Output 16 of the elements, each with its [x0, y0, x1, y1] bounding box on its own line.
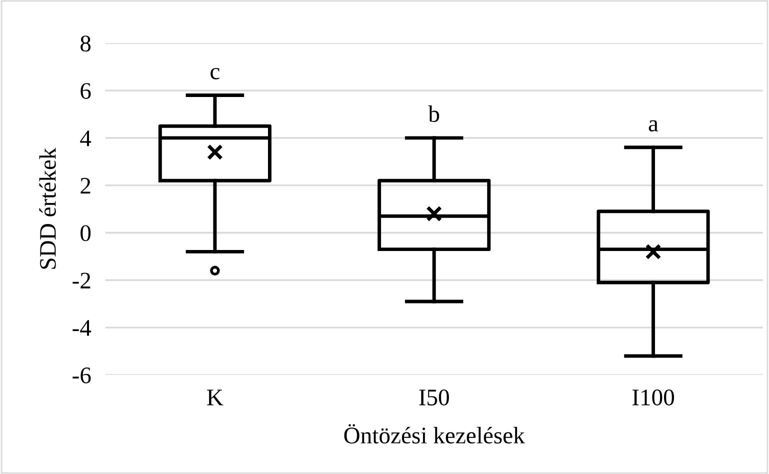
y-tick-label: 4 — [80, 130, 92, 146]
annotation: a — [648, 120, 658, 132]
y-axis-title: SDD értékek — [39, 148, 56, 269]
x-tick-label: K — [207, 390, 224, 406]
y-tick-label: -2 — [72, 272, 90, 288]
x-axis-title: Öntözési kezelések — [344, 424, 525, 444]
y-tick-label: 8 — [80, 36, 91, 52]
y-tick-label: -4 — [72, 320, 92, 336]
y-tick-label: 0 — [80, 225, 91, 242]
x-tick-label: I100 — [632, 390, 674, 406]
y-tick-label: 6 — [80, 83, 91, 99]
annotation: c — [210, 68, 220, 80]
x-tick-label: I50 — [419, 390, 449, 406]
annotation: b — [428, 105, 440, 122]
y-tick-label: 2 — [80, 178, 90, 194]
y-tick-label: -6 — [72, 367, 91, 384]
